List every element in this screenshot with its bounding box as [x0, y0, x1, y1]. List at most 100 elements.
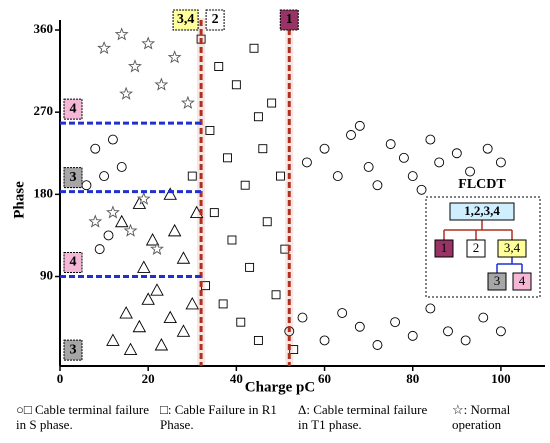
marker: [154, 338, 169, 351]
marker: [297, 312, 308, 323]
marker: [163, 310, 177, 324]
marker: [116, 162, 127, 172]
x-tick-label: 60: [318, 371, 331, 386]
marker: [94, 244, 105, 255]
marker: [137, 260, 151, 273]
marker: [214, 62, 224, 71]
marker: [150, 283, 164, 296]
marker: [163, 187, 177, 200]
label-text: 4: [70, 101, 77, 116]
marker: [107, 134, 118, 145]
marker: [236, 317, 246, 327]
marker: [495, 157, 506, 168]
marker: [180, 95, 195, 109]
marker: [223, 153, 232, 163]
label-text: 1: [286, 12, 293, 27]
tree-node: [512, 272, 532, 291]
marker: [363, 162, 374, 172]
label-text: 3: [70, 170, 77, 185]
marker: [218, 299, 228, 309]
marker: [390, 317, 401, 328]
x-tick-label: 0: [57, 371, 64, 386]
marker: [495, 326, 506, 337]
marker: [253, 335, 263, 345]
marker: [434, 157, 445, 168]
marker: [154, 77, 169, 91]
marker: [276, 171, 285, 181]
marker: [301, 157, 312, 168]
marker: [176, 251, 191, 264]
marker: [385, 139, 396, 150]
marker: [319, 143, 330, 154]
label-box: [63, 252, 83, 274]
marker: [141, 292, 155, 305]
tree-node: [449, 202, 515, 221]
marker: [209, 208, 219, 218]
marker: [425, 303, 436, 314]
y-tick-label: 90: [40, 268, 53, 283]
marker: [332, 171, 343, 182]
marker: [407, 330, 418, 341]
marker: [119, 306, 133, 319]
tree-leaf: 3: [494, 273, 501, 288]
label-box: [205, 9, 225, 31]
marker: [231, 80, 241, 90]
marker: [227, 235, 237, 245]
marker: [176, 324, 191, 337]
marker: [88, 214, 103, 228]
label-text: 3,4: [177, 12, 195, 27]
marker: [105, 205, 120, 219]
marker: [482, 143, 493, 154]
label-box: [172, 9, 199, 31]
marker: [319, 335, 330, 346]
tree-node: [497, 239, 527, 258]
marker: [372, 340, 383, 350]
marker: [114, 27, 129, 41]
label-text: 4: [70, 255, 77, 270]
x-tick-label: 40: [230, 371, 243, 386]
tree-child: 3,4: [504, 240, 521, 255]
marker: [114, 214, 129, 228]
marker: [249, 43, 259, 53]
marker: [337, 308, 348, 318]
marker: [167, 50, 182, 64]
tree-node: [487, 272, 507, 291]
axes: 0 20 40 60 80 100 90 180 270 360: [34, 20, 545, 386]
marker: [136, 191, 151, 205]
label-box: [63, 167, 83, 189]
label-box: [63, 98, 83, 120]
tree-root: 1,2,3,4: [464, 203, 500, 218]
tree-links: [443, 220, 523, 273]
marker: [167, 223, 182, 237]
tree-node: [466, 239, 486, 258]
marker: [416, 184, 427, 195]
marker: [245, 262, 255, 272]
marker: [451, 148, 462, 159]
x-tick-label: 100: [491, 371, 511, 386]
marker: [99, 171, 110, 182]
x-tick-label: 80: [406, 371, 419, 386]
legend-entry: ○□ Cable terminal failure in S phase.: [16, 402, 150, 432]
marker: [425, 134, 436, 145]
marker: [478, 312, 489, 323]
marker: [253, 112, 263, 122]
marker: [123, 342, 138, 356]
marker: [127, 59, 142, 73]
label-box: [63, 339, 83, 361]
marker: [240, 180, 250, 190]
chart: 0 20 40 60 80 100 90 180 270 360 3,4 2 1 4 3 4 3 Phase C…: [11, 9, 545, 395]
marker: [262, 217, 272, 227]
marker: [407, 171, 418, 182]
marker: [145, 233, 160, 246]
marker: [119, 86, 134, 100]
y-axis-label: Phase: [11, 181, 27, 219]
marker: [354, 321, 365, 332]
annotations: 3,4 2 1 4 3 4 3: [60, 9, 299, 366]
marker: [150, 241, 164, 256]
tree-leaf: 4: [519, 273, 526, 288]
y-tick-label: 180: [34, 185, 54, 200]
label-text: 3: [70, 342, 77, 357]
marker: [106, 333, 120, 346]
marker: [90, 143, 101, 154]
